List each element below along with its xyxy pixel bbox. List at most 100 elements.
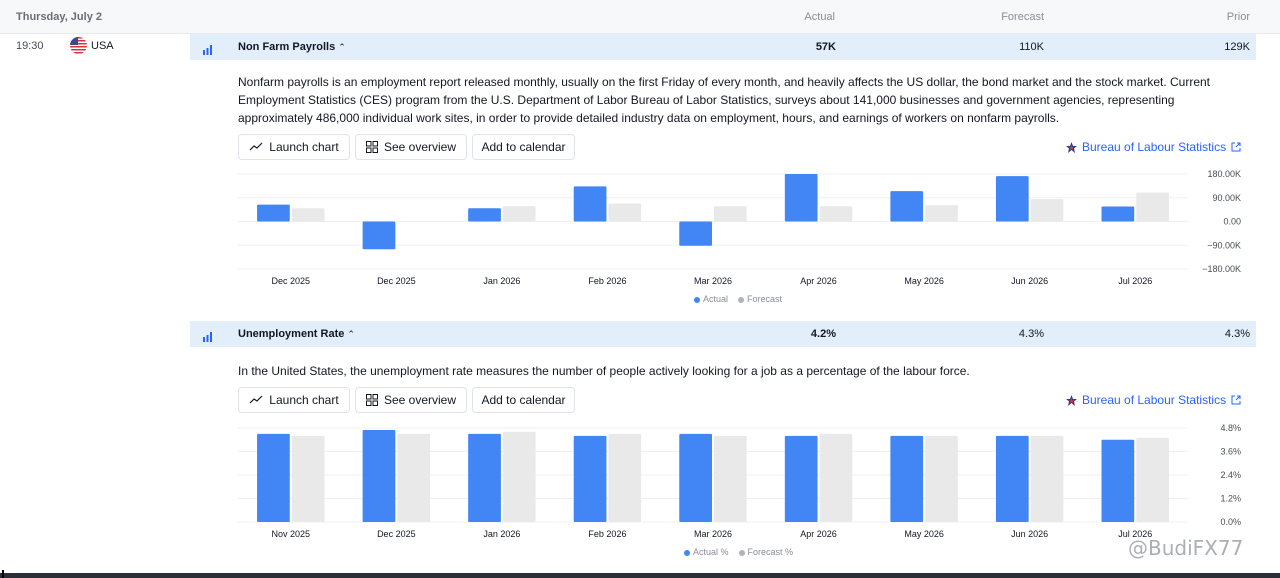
launch-chart-button[interactable]: Launch chart [238,134,350,160]
chart-legend: Actual Forecast [694,294,782,304]
launch-chart-label: Launch chart [269,393,339,407]
event-actual-value: 4.2% [810,328,836,340]
watermark: @BudiFX77 [1128,536,1244,560]
trend-line-icon [249,142,263,151]
x-tick-label: Jun 2026 [1011,529,1048,539]
trend-line-icon [249,395,263,404]
grid-icon [365,394,378,406]
forecast-bar [925,435,958,522]
actual-bar [784,174,818,222]
actual-column-header: Actual [804,11,835,23]
actual-bar [995,435,1029,522]
forecast-bar [714,206,747,222]
grid-icon [365,141,378,153]
legend-forecast: Forecast [738,294,782,304]
actual-bar [1101,439,1135,522]
chart-legend: Actual % Forecast % [684,547,793,557]
x-tick-label: Nov 2025 [272,529,311,539]
y-tick-label: 2.4% [1220,470,1241,480]
forecast-bar [1136,192,1169,222]
forecast-bar [819,433,853,522]
event-actual-value: 57K [815,41,836,53]
y-tick-label: −90.00K [1207,240,1241,250]
event-name[interactable]: Unemployment Rate ⌃ [238,328,355,340]
nonfarm-payrolls-chart-svg: 180.00K 90.00K 0.00 −90.00K −180.00K Dec 2025… [238,169,1241,286]
bls-logo-icon [1066,141,1077,153]
x-tick-label: Jul 2026 [1118,276,1152,286]
event-description: In the United States, the unemployment r… [238,364,970,378]
forecast-bar [1136,437,1169,522]
x-tick-label: Dec 2025 [377,276,416,286]
event-forecast-value: 110K [1019,41,1044,53]
event-forecast-value: 4.3% [1018,328,1044,340]
add-to-calendar-label: Add to calendar [481,140,566,154]
unemployment-rate-chart: 4.8% 3.6% 2.4% 1.2% 0.0% Nov 2025 Dec 2025 Jan … [238,420,1248,542]
add-to-calendar-button[interactable]: Add to calendar [472,134,575,160]
x-tick-label: Feb 2026 [588,276,626,286]
x-tick-label: Mar 2026 [694,529,732,539]
event-time-country: 19:30 USA [0,34,190,60]
x-tick-label: Apr 2026 [800,276,837,286]
actual-bar [890,435,924,522]
forecast-bar [1030,435,1064,522]
see-overview-button[interactable]: See overview [355,387,467,413]
forecast-bar [608,203,642,222]
actual-bar [784,435,818,522]
source-label: Bureau of Labour Statistics [1082,140,1227,154]
launch-chart-button[interactable]: Launch chart [238,387,350,413]
actual-bar [362,429,396,522]
x-tick-label: Jan 2026 [483,276,520,286]
chevron-up-icon: ⌃ [347,329,355,339]
x-tick-label: Mar 2026 [694,276,732,286]
actual-bar [257,433,290,522]
actual-bar [468,433,501,522]
actual-bar [890,191,924,222]
source-link[interactable]: Bureau of Labour Statistics [1066,140,1241,154]
x-tick-label: May 2026 [904,529,944,539]
actual-bar [995,176,1029,222]
actual-bar [573,435,607,522]
forecast-bar [502,206,536,222]
see-overview-label: See overview [383,393,457,407]
forecast-bar [397,433,431,522]
x-tick-label: Apr 2026 [800,529,837,539]
forecast-bar [819,206,853,222]
y-tick-label: 0.00 [1223,217,1241,227]
actual-bar [362,221,396,250]
actual-bar [257,204,290,222]
x-tick-label: Jun 2026 [1011,276,1048,286]
forecast-bar [925,205,958,222]
nonfarm-payrolls-chart: 180.00K 90.00K 0.00 −90.00K −180.00K Dec 2025… [238,166,1248,291]
event-description: Nonfarm payrolls is an employment report… [238,75,1211,125]
launch-chart-label: Launch chart [269,140,339,154]
external-link-icon [1231,395,1241,405]
y-tick-label: 0.0% [1220,517,1241,527]
x-tick-label: Jul 2026 [1118,529,1152,539]
actual-bar [573,186,607,222]
add-to-calendar-button[interactable]: Add to calendar [472,387,575,413]
see-overview-label: See overview [383,140,457,154]
forecast-bar [714,435,747,522]
legend-forecast: Forecast % [738,547,793,557]
source-link[interactable]: Bureau of Labour Statistics [1066,393,1241,407]
y-tick-label: 1.2% [1220,494,1241,504]
y-tick-label: 90.00K [1212,193,1241,203]
actual-bar [679,433,712,522]
y-tick-label: −180.00K [1202,264,1241,274]
event-name[interactable]: Non Farm Payrolls ⌃ [238,41,346,53]
calendar-header: Thursday, July 2 Actual Forecast Prior [0,0,1280,34]
event-country: USA [91,40,114,52]
add-to-calendar-label: Add to calendar [481,393,566,407]
event-row-nonfarm-payrolls[interactable]: Non Farm Payrolls ⌃ 57K 110K 129K [190,34,1256,60]
forecast-bar [1030,199,1064,222]
footer-bar [0,570,1280,578]
x-tick-label: Feb 2026 [588,529,626,539]
event-row-unemployment-rate[interactable]: Unemployment Rate ⌃ 4.2% 4.3% 4.3% [190,321,1256,347]
actual-bar [1101,206,1135,222]
event-prior-value: 4.3% [1224,328,1250,340]
see-overview-button[interactable]: See overview [355,134,467,160]
unemployment-rate-chart-svg: 4.8% 3.6% 2.4% 1.2% 0.0% Nov 2025 Dec 2025 Jan … [238,423,1241,539]
forecast-bar [291,435,325,522]
forecast-column-header: Forecast [1001,11,1044,23]
date-label: Thursday, July 2 [16,11,102,23]
